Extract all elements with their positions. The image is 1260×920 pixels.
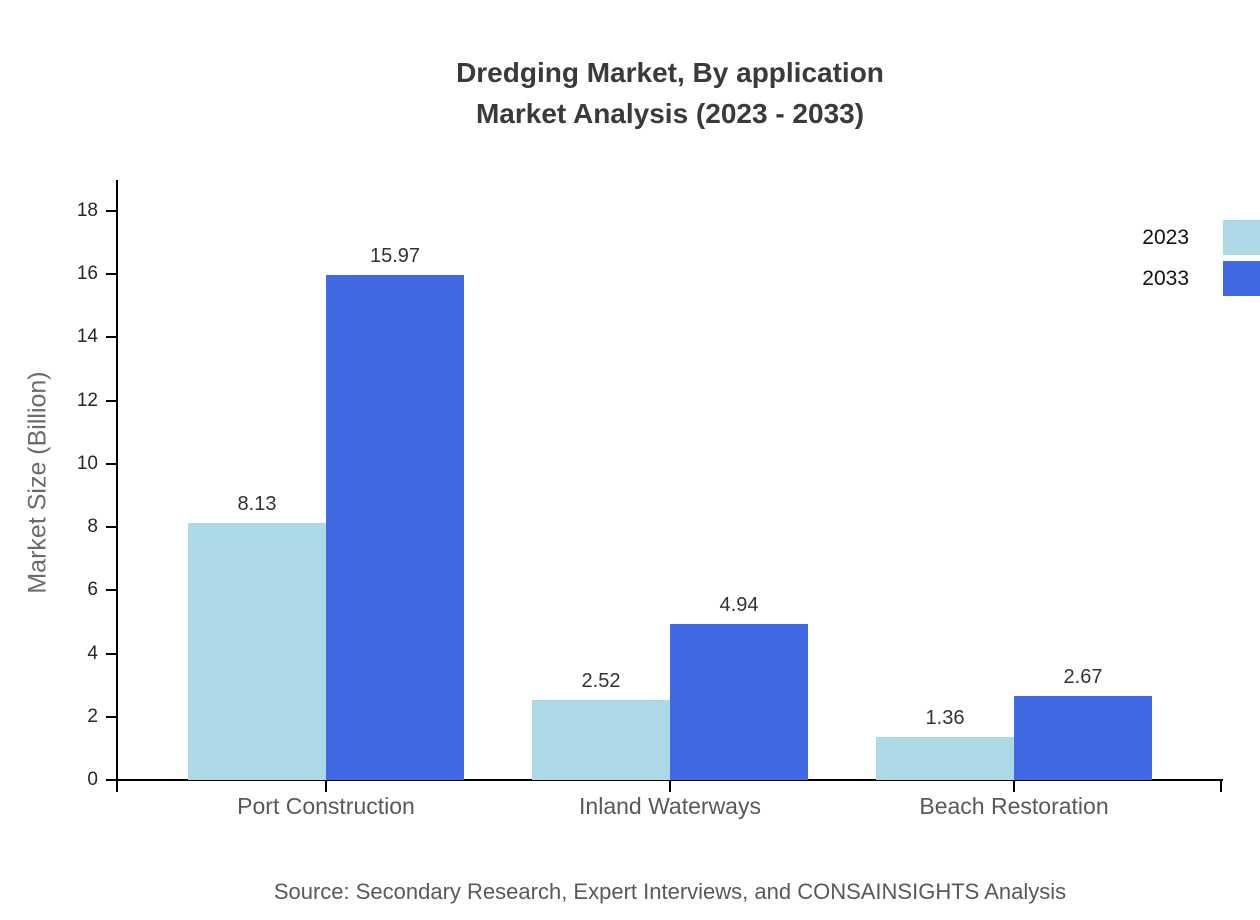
y-tick-label-14: 14 [76,326,98,348]
bar-2033-port-construction [326,275,464,780]
y-tick-18 [106,210,116,212]
value-label-2033-port-construction: 15.97 [369,245,421,267]
value-label-2023-beach-restoration: 1.36 [925,707,965,729]
x-axis-label-beach-restoration: Beach Restoration [919,793,1109,819]
legend: 2023 2033 [1142,220,1260,302]
x-tick-beach-restoration [1013,781,1015,792]
y-tick-label-0: 0 [87,769,98,790]
y-tick-4 [106,652,116,655]
y-tick-16 [106,273,116,276]
y-tick-label-10: 10 [76,452,98,474]
x-tick-inland-waterways [669,781,671,792]
chart-title-line2: Market Analysis (2023 - 2033) [475,98,865,129]
y-tick-2 [106,715,116,718]
legend-label-2033: 2033 [1142,266,1189,290]
legend-item-2023: 2023 [1142,220,1260,255]
bar-2023-port-construction [188,523,326,780]
y-tick-14 [106,336,116,339]
legend-swatch-2023 [1223,220,1260,255]
y-tick-6 [106,589,116,592]
legend-swatch-2033 [1223,261,1260,296]
y-tick-label-4: 4 [87,642,98,664]
x-axis-line [107,779,1223,781]
x-tick-port-construction [325,781,327,792]
y-tick-0 [106,779,116,781]
legend-item-2033: 2033 [1142,261,1260,296]
x-tick-axis-end [1220,781,1222,792]
y-tick-label-6: 6 [87,579,98,601]
bar-2033-inland-waterways [670,624,808,780]
chart-title-line1: Dredging Market, By application [456,57,884,88]
value-label-2033-beach-restoration: 2.67 [1063,666,1103,688]
y-axis-line [116,180,118,792]
y-tick-12 [106,399,116,402]
bar-2023-inland-waterways [532,700,670,780]
y-tick-label-12: 12 [76,389,98,411]
value-label-2023-port-construction: 8.13 [237,493,277,515]
y-tick-10 [106,462,116,465]
y-tick-8 [106,526,116,529]
value-label-2033-inland-waterways: 4.94 [719,594,759,616]
y-tick-label-18: 18 [76,200,98,221]
value-label-2023-inland-waterways: 2.52 [581,670,621,692]
y-tick-label-8: 8 [87,516,98,538]
y-tick-label-2: 2 [87,705,98,727]
source-text: Source: Secondary Research, Expert Inter… [273,879,1067,904]
chart-title: Dredging Market, By application Market A… [118,52,1222,134]
y-tick-label-16: 16 [76,263,98,285]
bar-2033-beach-restoration [1014,696,1152,780]
bar-2023-beach-restoration [876,737,1014,780]
x-axis-label-port-construction: Port Construction [237,793,415,819]
legend-label-2023: 2023 [1142,225,1189,249]
x-axis-label-inland-waterways: Inland Waterways [579,793,761,819]
